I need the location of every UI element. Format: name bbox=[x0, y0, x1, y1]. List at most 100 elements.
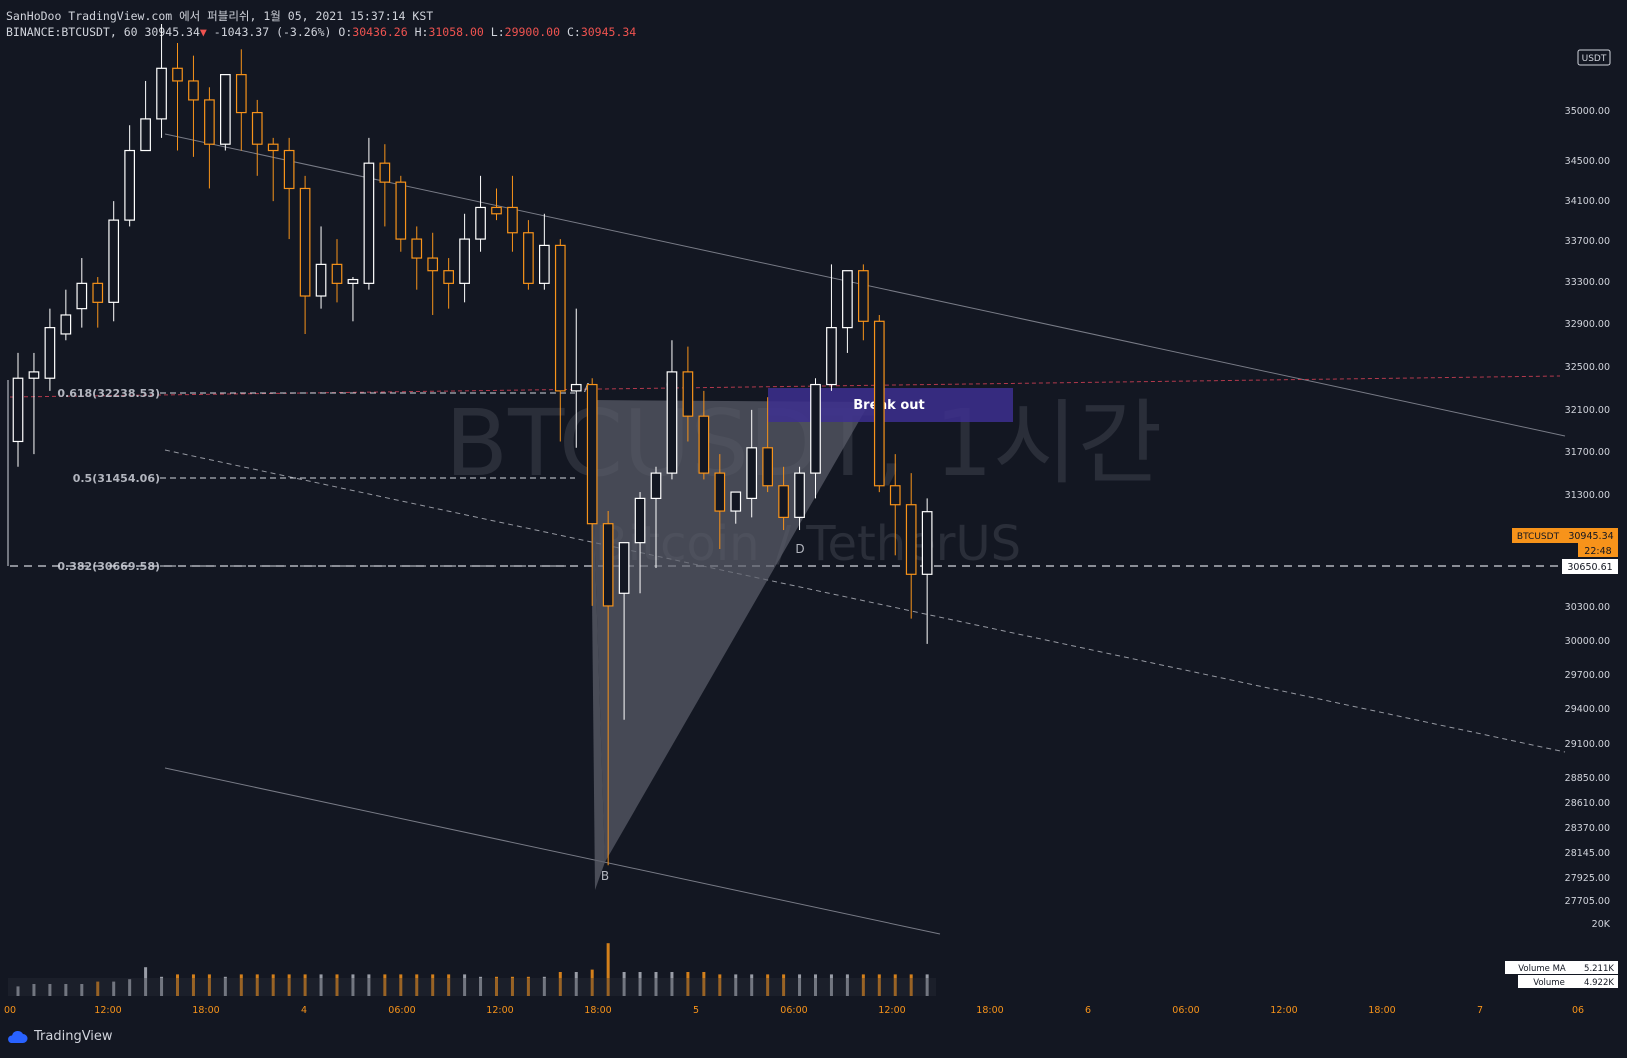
candle bbox=[251, 99, 263, 176]
candle bbox=[363, 137, 375, 290]
candle-body bbox=[251, 111, 263, 145]
volume-bar bbox=[223, 976, 227, 996]
volume-bar bbox=[176, 974, 179, 996]
tradingview-logo[interactable]: TradingView bbox=[6, 1029, 113, 1044]
volume-bar bbox=[670, 972, 674, 996]
tradingview-cloud-icon bbox=[8, 1030, 28, 1043]
volume-bar bbox=[239, 974, 243, 996]
symbol-tag-bg bbox=[1512, 528, 1565, 543]
candle-body bbox=[379, 162, 391, 183]
candle bbox=[204, 87, 215, 189]
candle-body bbox=[411, 238, 423, 259]
candle-body bbox=[634, 497, 646, 544]
volume-bar bbox=[319, 974, 323, 996]
price-tick-label: 27705.00 bbox=[1565, 896, 1610, 907]
candlestick-series[interactable] bbox=[12, 24, 933, 866]
candle-body bbox=[842, 270, 853, 329]
volume-bar bbox=[798, 974, 802, 996]
volume-bar bbox=[782, 974, 786, 996]
symbol-label[interactable]: BINANCE:BTCUSDT, 60 bbox=[6, 25, 138, 39]
candle bbox=[475, 175, 486, 252]
time-tick-label: 18:00 bbox=[976, 1005, 1003, 1016]
last-price: 30945.34 bbox=[144, 25, 200, 39]
low-value: 29900.00 bbox=[504, 25, 561, 39]
candle bbox=[698, 390, 710, 480]
candle-body bbox=[730, 491, 742, 512]
open-value: 30436.26 bbox=[352, 25, 408, 39]
candle bbox=[842, 270, 853, 353]
candle-body bbox=[44, 327, 56, 379]
candle bbox=[60, 289, 72, 341]
volume-value-bg bbox=[1580, 975, 1618, 988]
candle bbox=[172, 43, 183, 151]
volume-bar bbox=[128, 979, 132, 996]
candle bbox=[331, 239, 343, 303]
price-tick-label: 34500.00 bbox=[1565, 156, 1610, 167]
pattern-point-b: B bbox=[601, 869, 609, 883]
candle-body bbox=[140, 118, 151, 152]
time-tick-label: 12:00 bbox=[1270, 1005, 1297, 1016]
fib-level-label: 0.5(31454.06) bbox=[73, 472, 160, 485]
crosshair-tag-bg bbox=[1562, 559, 1618, 574]
price-tick-label: 31700.00 bbox=[1565, 447, 1610, 458]
candle bbox=[92, 277, 104, 328]
volume-ma-label-bg bbox=[1505, 961, 1580, 974]
candle-body bbox=[666, 371, 678, 474]
price-tick-label: 32500.00 bbox=[1565, 362, 1610, 373]
candle bbox=[299, 175, 311, 334]
volume-bar bbox=[877, 974, 881, 996]
candle-body bbox=[889, 485, 901, 506]
candle-body bbox=[682, 371, 694, 417]
candle bbox=[873, 314, 885, 493]
volume-bar bbox=[925, 974, 929, 996]
candle bbox=[746, 409, 758, 518]
volume-bar bbox=[447, 974, 451, 996]
close-value: 30945.34 bbox=[580, 25, 637, 39]
candle bbox=[379, 144, 391, 227]
channel-mid-line bbox=[164, 449, 1566, 753]
candle bbox=[411, 226, 423, 290]
volume-bar bbox=[431, 974, 435, 996]
volume-bar bbox=[734, 974, 738, 996]
volume-bar bbox=[845, 974, 849, 996]
candle bbox=[427, 232, 439, 315]
candle-body bbox=[586, 383, 598, 525]
volume-bar bbox=[829, 974, 833, 996]
volume-bar bbox=[702, 972, 706, 996]
volume-bar bbox=[479, 976, 483, 996]
candle-body bbox=[459, 238, 470, 284]
candle-body bbox=[523, 232, 534, 284]
candle bbox=[650, 466, 662, 568]
candle bbox=[762, 397, 774, 493]
volume-bar bbox=[606, 943, 610, 996]
candle-body bbox=[12, 377, 24, 443]
price-tick-label: 35000.00 bbox=[1565, 106, 1610, 117]
candle-body bbox=[905, 504, 917, 575]
candle bbox=[459, 213, 470, 303]
time-tick-label: 12:00 bbox=[94, 1005, 121, 1016]
candle bbox=[602, 511, 614, 866]
candle bbox=[794, 466, 805, 531]
candle-body bbox=[60, 314, 72, 335]
candle-body bbox=[204, 99, 215, 145]
time-tick-label: 06:00 bbox=[388, 1005, 415, 1016]
price-tick-label: 28610.00 bbox=[1565, 798, 1610, 809]
candle bbox=[586, 378, 598, 606]
volume-bar bbox=[351, 974, 355, 996]
candle bbox=[507, 175, 518, 252]
ohlc-legend: BINANCE:BTCUSDT, 60 30945.34▼ -1043.37 (… bbox=[6, 25, 637, 39]
volume-bar bbox=[144, 967, 148, 996]
volume-bar bbox=[80, 984, 84, 996]
last-price-tag: 30945.34 bbox=[1568, 531, 1613, 542]
candle bbox=[570, 308, 582, 448]
candle bbox=[730, 491, 742, 524]
volume-bar bbox=[718, 974, 722, 996]
volume-bar bbox=[814, 974, 817, 996]
candle bbox=[283, 137, 295, 240]
candle-body bbox=[570, 383, 582, 392]
volume-bar bbox=[287, 974, 291, 996]
candle-body bbox=[778, 485, 789, 518]
time-tick-label: 06 bbox=[1572, 1005, 1584, 1016]
volume-bar bbox=[160, 976, 164, 996]
